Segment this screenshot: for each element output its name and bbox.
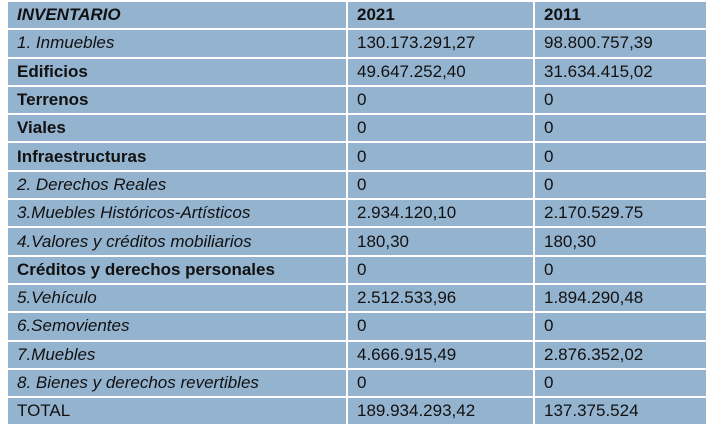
table-cell: 137.375.524 (533, 396, 708, 427)
header-cell: INVENTARIO (6, 0, 348, 31)
table-cell: 180,30 (346, 226, 535, 257)
table-cell: 8. Bienes y derechos revertibles (6, 367, 348, 399)
table-row: 7.Muebles 4.666.915,49 2.876.352,02 (6, 339, 708, 370)
header-row: INVENTARIO 2021 2011 (6, 0, 708, 31)
table-row: TOTAL 189.934.293,42 137.375.524 (6, 396, 708, 427)
table-cell: Edificios (6, 56, 348, 87)
table-row: Edificios 49.647.252,40 31.634.415,02 (6, 56, 708, 87)
table-row: Créditos y derechos personales 0 0 (6, 254, 708, 285)
table-cell: 0 (533, 169, 708, 201)
table-cell: 49.647.252,40 (346, 56, 535, 87)
table-row: 6.Semovientes 0 0 (6, 311, 708, 342)
table-cell: 4.666.915,49 (346, 339, 535, 370)
table-cell: 1.894.290,48 (533, 282, 708, 314)
table-cell: TOTAL (6, 396, 348, 427)
table-cell: 0 (346, 367, 535, 399)
table-row: Infraestructuras 0 0 (6, 141, 708, 172)
table-cell: 0 (346, 84, 535, 116)
table-row: Viales 0 0 (6, 113, 708, 144)
table-cell: 0 (533, 84, 708, 116)
table-cell: 130.173.291,27 (346, 28, 535, 59)
table-cell: 2.512.533,96 (346, 282, 535, 314)
table-cell: Terrenos (6, 84, 348, 116)
table-cell: 0 (533, 311, 708, 342)
table-cell: 6.Semovientes (6, 311, 348, 342)
table-cell: Créditos y derechos personales (6, 254, 348, 285)
table-cell: 2.934.120,10 (346, 198, 535, 229)
table-cell: 98.800.757,39 (533, 28, 708, 59)
table-cell: 2. Derechos Reales (6, 169, 348, 201)
header-cell: 2021 (346, 0, 535, 31)
table-cell: 4.Valores y créditos mobiliarios (6, 226, 348, 257)
table-row: 8. Bienes y derechos revertibles 0 0 (6, 367, 708, 399)
table-cell: 0 (346, 141, 535, 172)
table-cell: 3.Muebles Históricos-Artísticos (6, 198, 348, 229)
table-cell: 0 (346, 311, 535, 342)
table-cell: Infraestructuras (6, 141, 348, 172)
table-cell: 1. Inmuebles (6, 28, 348, 59)
table-cell: 0 (533, 367, 708, 399)
table-cell: 0 (533, 254, 708, 285)
table-cell: 180,30 (533, 226, 708, 257)
table-cell: 7.Muebles (6, 339, 348, 370)
table-row: 2. Derechos Reales 0 0 (6, 169, 708, 201)
table-cell: 2.170.529.75 (533, 198, 708, 229)
inventory-table: INVENTARIO 2021 2011 1. Inmuebles 130.173… (6, 0, 708, 427)
table-cell: 0 (533, 141, 708, 172)
table-row: 4.Valores y créditos mobiliarios 180,30 18… (6, 226, 708, 257)
table-cell: 31.634.415,02 (533, 56, 708, 87)
header-cell: 2011 (533, 0, 708, 31)
table-row: Terrenos 0 0 (6, 84, 708, 116)
table-cell: 189.934.293,42 (346, 396, 535, 427)
table-cell: Viales (6, 113, 348, 144)
table-cell: 0 (346, 113, 535, 144)
table-cell: 5.Vehículo (6, 282, 348, 314)
table-row: 5.Vehículo 2.512.533,96 1.894.290,48 (6, 282, 708, 314)
table-row: 3.Muebles Históricos-Artísticos 2.934.120… (6, 198, 708, 229)
table-body: INVENTARIO 2021 2011 1. Inmuebles 130.173… (6, 0, 708, 427)
table-cell: 2.876.352,02 (533, 339, 708, 370)
table-cell: 0 (346, 169, 535, 201)
table-row: 1. Inmuebles 130.173.291,27 98.800.757,39 (6, 28, 708, 59)
table-cell: 0 (533, 113, 708, 144)
table-cell: 0 (346, 254, 535, 285)
